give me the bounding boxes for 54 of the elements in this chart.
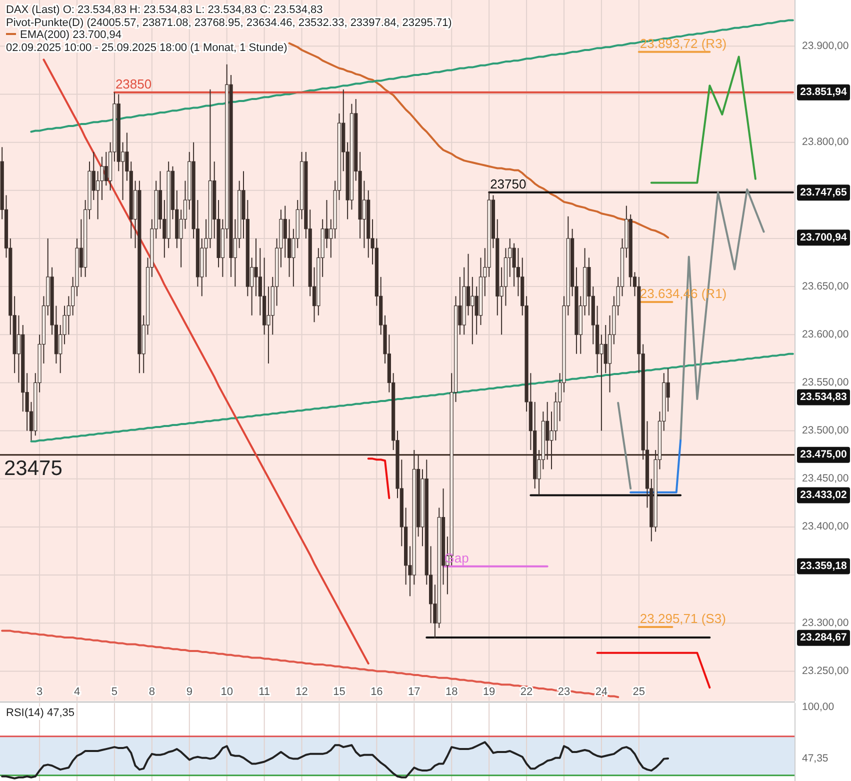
y-tick-label: 23.500,00: [802, 424, 849, 437]
x-tick-label: 12: [296, 686, 308, 698]
candlestick: [104, 151, 108, 186]
x-tick-label: 8: [148, 686, 155, 698]
y-tick-label: 23.300,00: [802, 616, 849, 629]
y-tick-label: 23.250,00: [802, 664, 849, 677]
candlestick: [604, 324, 608, 374]
candlestick: [287, 218, 292, 278]
annotation: 02.09.2025 10:00 - 25.09.2025 18:00 (1 Monat, 1 Stunde): [6, 42, 288, 54]
candlestick: [470, 276, 474, 345]
y2-tick-label: 23.359,18: [800, 560, 848, 572]
text: Pivot-Punkte(D) (24005.57, 23871.08, 23768.95, 23634.46, 23532.33, 23397.84, 23295.71): [6, 17, 452, 29]
line-series: [30, 352, 794, 442]
x-tick-label: 15: [333, 686, 346, 698]
x-tick-label: 17: [408, 686, 420, 698]
y-tick-label: 23.800,00: [802, 136, 849, 148]
x-tick-label: 11: [258, 686, 270, 698]
y-tick-label: 23.900,00: [802, 40, 849, 52]
y-tick-label: 23.600,00: [802, 328, 849, 340]
series-label: 23.295,71 (S3): [640, 610, 726, 626]
y2-tick-label: 23.284,67: [800, 632, 848, 644]
y2-tick-label: 23.851,94: [800, 86, 848, 98]
x-tick-label: 19: [482, 686, 496, 698]
x-tick-label: 22: [520, 686, 533, 698]
y-tick-label: 23.450,00: [802, 472, 849, 485]
y-tick-label: 23.550,00: [802, 376, 849, 388]
x-tick-label: 16: [370, 686, 383, 698]
x-tick-label: 25: [632, 686, 646, 698]
chart-title: RSI(14) 47,35: [6, 707, 74, 719]
y2-tick-label: 23.747,65: [800, 186, 848, 198]
y-tick-label: 47,35: [802, 752, 828, 764]
x-tick-label: 5: [111, 686, 118, 698]
ref-line-label: 23475: [4, 456, 62, 480]
x-tick-label: 4: [74, 686, 80, 698]
chart-title: DAX (Last) O: 23.534,83 H: 23.534,83 L: 23.534,83 C: 23.534,83: [6, 4, 323, 16]
x-tick-label: 18: [445, 686, 458, 698]
x-tick-label: 10: [220, 686, 233, 698]
line-series: [1, 741, 670, 780]
candlestick: [283, 205, 287, 258]
series-label: 23850: [115, 76, 152, 92]
y-tick-label: 100,00: [802, 700, 834, 713]
line-series: [650, 56, 756, 184]
x-tick-label: 9: [186, 686, 192, 698]
line-series: [1, 630, 620, 698]
y2-tick-label: 23.534,83: [800, 391, 848, 404]
series-label: 23750: [490, 176, 526, 192]
legend-label: EMA(200) 23.700,94: [20, 29, 122, 41]
y-tick-label: 23.400,00: [802, 520, 849, 533]
y2-tick-label: 23.475,00: [800, 448, 848, 461]
series-label: 23.893,72 (R3): [640, 36, 727, 51]
y-tick-label: 23.650,00: [802, 280, 849, 292]
x-tick-label: 3: [36, 686, 43, 698]
y2-tick-label: 23.700,94: [800, 231, 848, 244]
y2-tick-label: 23.433,02: [800, 488, 848, 501]
